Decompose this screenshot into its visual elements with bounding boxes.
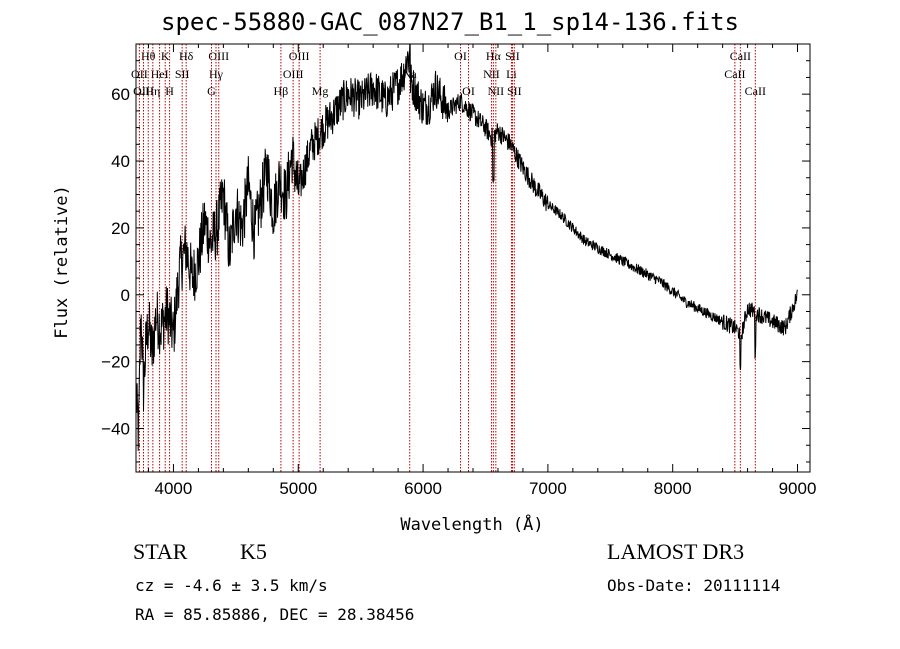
spectral-line-label: H — [165, 84, 174, 98]
survey-name: LAMOST DR3 — [607, 539, 745, 564]
y-tick-label: 60 — [111, 85, 130, 104]
x-tick-label: 8000 — [654, 479, 692, 498]
spectral-line-label: Hγ — [209, 67, 224, 81]
y-tick-label: 0 — [121, 286, 130, 305]
series-layer — [136, 44, 798, 451]
spectral-line-label: CaII — [724, 67, 745, 81]
x-tick-label: 6000 — [404, 479, 442, 498]
x-axis-label: Wavelength (Å) — [400, 513, 543, 535]
spectrum-flux-line — [136, 44, 798, 451]
spectral-line-label: OIII — [208, 49, 229, 63]
y-tick-label: −40 — [101, 420, 130, 439]
spectral-line-label: SII — [175, 67, 190, 81]
spectral-line-label: OIII — [283, 67, 304, 81]
spectral-line-label: CaII — [745, 84, 766, 98]
spectral-line-label: OI — [454, 49, 467, 63]
spectral-line-label: NII — [488, 84, 505, 98]
chart-title: spec-55880-GAC_087N27_B1_1_sp14-136.fits — [161, 8, 739, 36]
spectral-line-label: NII — [483, 67, 500, 81]
x-tick-label: 7000 — [529, 479, 567, 498]
spectral-line-label: Hθ — [141, 49, 156, 63]
spectral-line-label: OII — [131, 67, 148, 81]
spectral-line-label: CaII — [730, 49, 751, 63]
spectral-line-label: Li — [506, 67, 517, 81]
spectral-line-label: OIII — [289, 49, 310, 63]
spectral-line-label: Mg — [312, 84, 329, 98]
y-tick-label: −20 — [101, 353, 130, 372]
object-subclass: K5 — [240, 539, 267, 564]
x-tick-label: 5000 — [279, 479, 317, 498]
spectral-line-label: Hβ — [274, 84, 289, 98]
redshift-cz: cz = -4.6 ± 3.5 km/s — [135, 576, 328, 595]
spectral-line-label: K — [161, 49, 170, 63]
y-axis-label: Flux (relative) — [52, 185, 72, 339]
x-tick-label: 9000 — [779, 479, 817, 498]
x-tick-label: 4000 — [155, 479, 193, 498]
spectral-line-label: HeI — [151, 67, 169, 81]
spectral-line-label: G — [207, 84, 216, 98]
y-tick-label: 40 — [111, 152, 130, 171]
spectral-line-label: Hδ — [179, 49, 194, 63]
spectral-line-label: OI — [462, 84, 475, 98]
object-class: STAR — [133, 539, 188, 564]
spectral-line-label: SII — [505, 49, 520, 63]
obs-date: Obs-Date: 20111114 — [607, 576, 781, 595]
spectral-line-label: Hη — [145, 84, 160, 98]
spectral-line-label: SII — [507, 84, 522, 98]
ra-dec: RA = 85.85886, DEC = 28.38456 — [135, 605, 415, 624]
spectral-line-label: Hα — [486, 49, 502, 63]
y-tick-label: 20 — [111, 219, 130, 238]
axes-layer: 4000 5000 6000 7000 8000 9000 −40 −20 0 20 40 60 — [101, 44, 816, 498]
